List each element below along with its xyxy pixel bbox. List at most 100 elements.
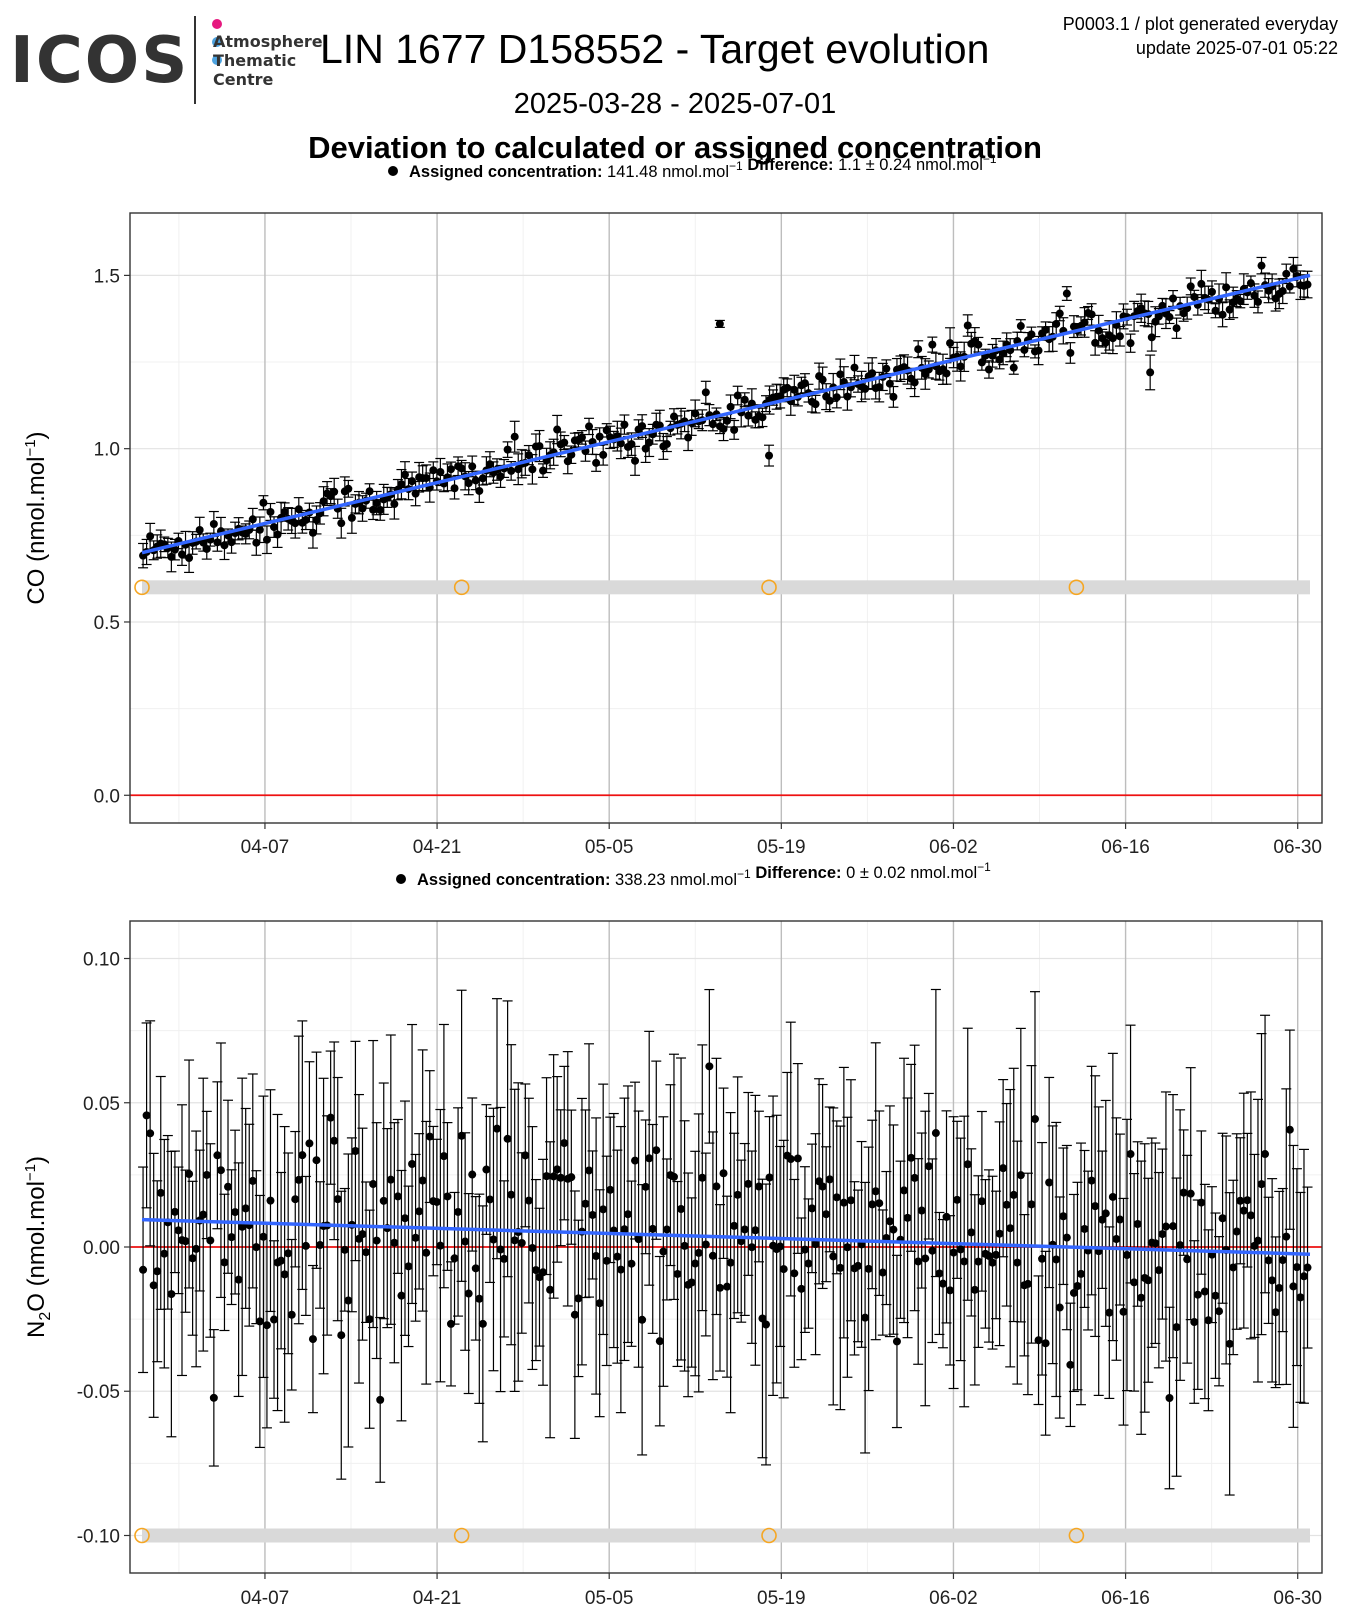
logo-dots [212,16,225,70]
data-point [351,1146,360,1155]
data-point [358,1230,367,1239]
data-point [645,1154,654,1163]
data-point [723,1282,732,1291]
data-point [740,395,749,404]
data-point [588,1210,597,1219]
data-point [213,1151,222,1160]
data-point [337,519,346,528]
data-point [882,364,891,373]
data-point [878,1268,887,1277]
legend-text: Assigned concentration: 141.48 nmol.mol−… [409,152,997,181]
data-point [1165,313,1174,322]
data-point [270,523,279,532]
data-point [577,433,586,442]
data-point [747,399,756,408]
data-point [528,465,537,474]
data-point [1239,1206,1248,1215]
data-point [1154,1266,1163,1275]
data-point [1253,297,1262,306]
data-point [1183,1255,1192,1264]
data-point [818,1182,827,1191]
data-point [995,355,1004,364]
y-tick-label: 1.5 [94,266,120,287]
data-point [712,1182,721,1191]
data-point [1080,318,1089,327]
data-point [1101,338,1110,347]
data-point [478,474,487,483]
data-point [620,1225,629,1234]
calibration-band [142,1528,1310,1543]
data-point [914,1257,923,1266]
data-point [1285,1125,1294,1134]
data-point [1161,1222,1170,1231]
data-point [963,321,972,330]
data-point [1172,1323,1181,1332]
data-point [1066,1360,1075,1369]
data-point [1041,1339,1050,1348]
calibration-marker [453,1527,470,1544]
data-point [305,1139,314,1148]
data-point [308,1335,317,1344]
data-point [1087,1176,1096,1185]
data-point [1091,1202,1100,1211]
data-point [560,1139,569,1148]
data-point [220,1258,229,1267]
data-point [790,1269,799,1278]
data-point [705,1062,714,1071]
data-point [687,1278,696,1287]
data-point [581,1199,590,1208]
data-point [156,1188,165,1197]
calibration-marker [1068,1527,1085,1544]
data-point [761,1320,770,1329]
y-axis-label: CO (nmol.mol−1) [22,431,50,604]
data-point [570,1310,579,1319]
data-point [800,1245,809,1254]
data-point [209,1393,218,1402]
data-point [1080,1224,1089,1233]
data-point [889,392,898,401]
data-point [461,1237,470,1246]
data-point [400,470,409,479]
data-point [262,535,271,544]
data-point [638,422,647,431]
data-point [786,1155,795,1164]
data-point [333,1195,342,1204]
data-point [510,1236,519,1245]
data-point [1285,282,1294,291]
data-point [1052,319,1061,328]
data-point [1303,1263,1312,1272]
data-point [599,450,608,459]
data-point [1069,1288,1078,1297]
data-point [386,1175,395,1184]
data-point [861,1313,870,1322]
data-point [1112,1235,1121,1244]
data-point [1299,1272,1308,1281]
data-point [1034,346,1043,355]
data-point [1144,1276,1153,1285]
chart-panel-1: 0.0 0.5 1.0 1.5 04-07 04-21 05-05 05-19 06-02 06-… [22,152,1323,858]
data-point [457,1131,466,1140]
data-point [1013,1258,1022,1267]
data-point [744,1179,753,1188]
data-point [1101,1209,1110,1218]
x-tick-label: 05-19 [757,837,806,858]
data-point [1154,312,1163,321]
data-point [209,520,218,529]
data-point [153,1267,162,1276]
data-point [337,1331,346,1340]
data-point [227,1233,236,1242]
data-point [280,1270,289,1279]
data-point [1062,289,1071,298]
data-point [500,1254,509,1263]
data-point [662,440,671,449]
x-tick-label: 06-16 [1101,837,1150,858]
data-point [1055,1303,1064,1312]
data-point [1034,1336,1043,1345]
data-point [1009,363,1018,372]
data-point [316,1240,325,1249]
calibration-marker [761,579,777,596]
data-point [1016,1171,1025,1180]
data-point [195,526,204,535]
y-tick-label: 0.05 [83,1094,120,1115]
data-point [1023,1279,1032,1288]
